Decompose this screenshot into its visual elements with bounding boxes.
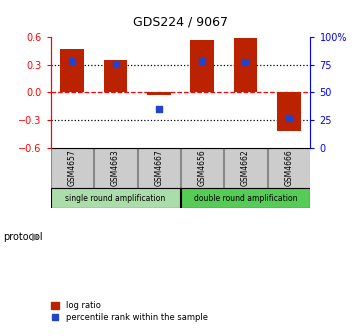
Legend: log ratio, percentile rank within the sample: log ratio, percentile rank within the sa… <box>48 298 211 325</box>
Bar <box>60 49 84 92</box>
Bar <box>181 188 310 208</box>
Text: ▶: ▶ <box>32 232 40 242</box>
Point <box>243 60 248 65</box>
Text: GSM4662: GSM4662 <box>241 150 250 186</box>
Bar <box>268 148 310 188</box>
Text: GSM4667: GSM4667 <box>155 150 163 186</box>
Text: GSM4657: GSM4657 <box>68 150 77 186</box>
Bar <box>277 92 301 131</box>
Text: GDS224 / 9067: GDS224 / 9067 <box>133 15 228 29</box>
Bar <box>138 148 180 188</box>
Text: protocol: protocol <box>4 232 43 242</box>
Point <box>69 59 75 64</box>
Bar <box>147 92 171 95</box>
Point <box>113 61 118 66</box>
Point <box>286 115 292 121</box>
Bar <box>104 60 127 92</box>
Bar <box>94 148 137 188</box>
Text: GSM4656: GSM4656 <box>198 150 206 186</box>
Bar <box>224 148 267 188</box>
Text: single round amplification: single round amplification <box>65 194 166 203</box>
Text: double round amplification: double round amplification <box>194 194 297 203</box>
Bar <box>181 148 223 188</box>
Bar <box>51 148 93 188</box>
Text: GSM4663: GSM4663 <box>111 150 120 186</box>
Point <box>156 106 162 112</box>
Bar <box>234 38 257 92</box>
Bar <box>190 40 214 92</box>
Text: GSM4666: GSM4666 <box>284 150 293 186</box>
Bar <box>51 188 180 208</box>
Point <box>199 59 205 64</box>
